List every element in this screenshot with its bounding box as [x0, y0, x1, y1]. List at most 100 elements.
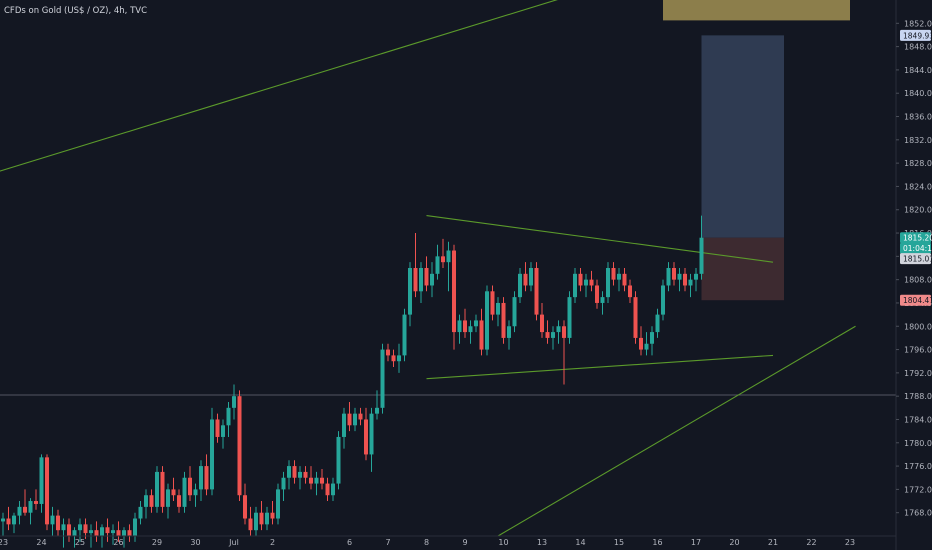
candle-body [215, 419, 220, 437]
candle-down [424, 256, 429, 292]
candle-body [523, 273, 528, 286]
candle-up [677, 268, 682, 292]
candle-down [23, 489, 27, 516]
candle-body [639, 337, 643, 350]
candle-down [259, 501, 264, 531]
candle-body [677, 273, 682, 280]
candle-down [347, 402, 352, 432]
candle-down [248, 506, 253, 536]
candle-body [617, 273, 621, 280]
candle-body [369, 413, 374, 455]
time-axis[interactable]: 23 24 25 26 29 30 Jul 2 6 7 8 9 10 13 14 15 16 17 20 21 22 23 [0, 538, 855, 547]
candle-body [127, 530, 132, 536]
candle-down [523, 262, 528, 292]
candle-body [276, 489, 280, 519]
price-tag-box [900, 294, 931, 306]
candle-body [397, 355, 401, 362]
candle-up [600, 291, 605, 315]
triangle-top-trendline[interactable] [426, 215, 774, 263]
candle-body [243, 495, 247, 519]
candle-up [232, 384, 236, 420]
time-tick-label: 16 [652, 538, 662, 547]
candle-up [78, 518, 82, 542]
candle-body [265, 512, 269, 525]
candle-up [298, 466, 302, 490]
long-term-lower-trendline[interactable] [497, 325, 856, 537]
candle-up [210, 407, 214, 496]
candle-up [529, 262, 533, 292]
candle-body [496, 302, 500, 315]
price-tick-label: 1776.00 [904, 462, 932, 471]
candle-body [573, 273, 577, 298]
time-tick-label: 9 [462, 538, 467, 547]
price-tag-label: 01:04:10 [903, 244, 932, 253]
candle-down [177, 489, 181, 513]
candle-down [188, 466, 192, 502]
candle-body [45, 457, 49, 525]
time-tick-label: 26 [113, 538, 123, 547]
candle-up [39, 454, 44, 513]
candle-down [628, 279, 632, 303]
candle-body [105, 527, 110, 534]
candle-body [683, 273, 687, 286]
price-tick-label: 1836.00 [904, 113, 932, 122]
candle-body [529, 268, 533, 286]
candle-body [518, 273, 522, 298]
candle-up [397, 343, 401, 373]
time-tick-label: 22 [806, 538, 816, 547]
candle-down [309, 466, 313, 490]
candle-body [358, 413, 363, 420]
candle-up [111, 524, 115, 545]
time-tick-label: 14 [575, 538, 585, 547]
candle-body [122, 530, 126, 536]
candle-down [545, 320, 550, 344]
candle-up [518, 268, 522, 303]
time-tick-label: 10 [498, 538, 508, 547]
candle-body [83, 524, 88, 534]
candle-body [325, 483, 330, 496]
candle-up [573, 268, 577, 303]
candle-down [639, 326, 643, 356]
candle-down [45, 454, 49, 531]
candle-up [375, 390, 379, 420]
long-term-upper-trendline[interactable] [0, 0, 575, 172]
candle-body [622, 273, 627, 286]
candle-body [512, 297, 517, 327]
candle-down [452, 244, 456, 350]
candle-up [193, 483, 198, 507]
candle-body [347, 413, 352, 426]
candle-body [254, 512, 258, 531]
candle-body [50, 515, 55, 525]
candle-body [281, 477, 286, 490]
price-axis-panel[interactable] [896, 0, 932, 550]
time-tick-label: 13 [537, 538, 547, 547]
candle-body [556, 326, 561, 333]
candle-up [265, 506, 269, 531]
time-tick-label: 6 [347, 538, 352, 547]
trendlines[interactable] [0, 0, 856, 537]
candle-up [254, 506, 258, 536]
candle-body [380, 349, 385, 408]
candle-up [408, 262, 412, 327]
triangle-bottom-trendline[interactable] [426, 354, 774, 380]
candle-body [28, 501, 33, 513]
candle-body [551, 332, 555, 338]
candle-body [611, 268, 616, 280]
candle-body [600, 297, 605, 303]
candle-down [578, 268, 583, 292]
candle-up [226, 402, 231, 437]
candle-down [611, 262, 616, 286]
candle-up [606, 262, 610, 303]
candle-up [182, 471, 187, 513]
candle-down [413, 233, 418, 298]
candle-body [567, 297, 572, 338]
candle-body [67, 524, 71, 536]
candle-up [650, 326, 654, 356]
candle-body [56, 515, 60, 531]
candle-body [375, 407, 379, 414]
candle-body [199, 466, 203, 490]
candle-body [694, 273, 698, 280]
